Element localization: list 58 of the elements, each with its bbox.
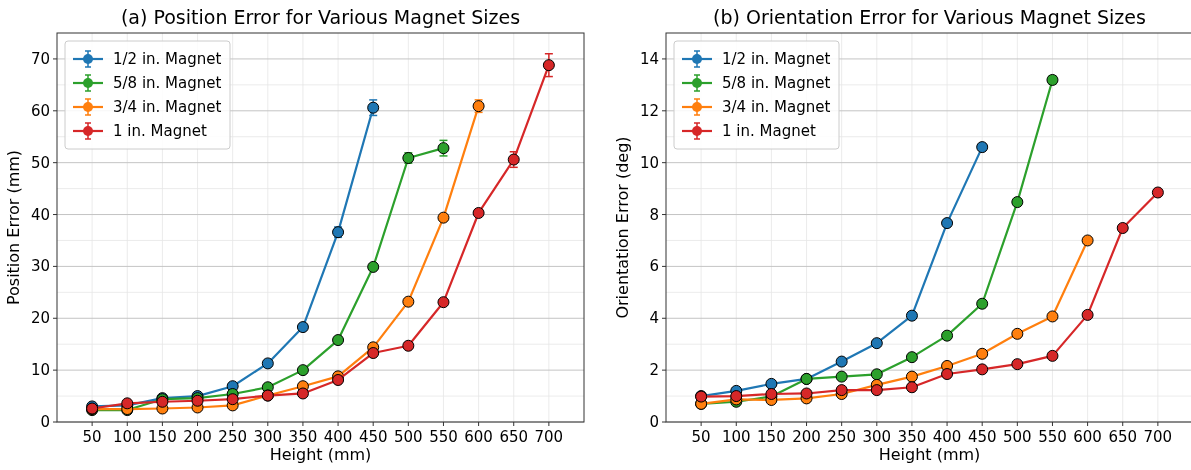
x-tick-label: 350	[897, 428, 927, 446]
x-tick-label: 250	[218, 428, 247, 446]
x-tick-label: 550	[429, 428, 458, 446]
x-tick-label: 400	[323, 428, 353, 446]
legend-label: 5/8 in. Magnet	[722, 74, 831, 92]
y-axis-title: Position Error (mm)	[4, 149, 23, 306]
legend-label: 3/4 in. Magnet	[722, 98, 831, 116]
x-tick-label: 200	[183, 428, 212, 446]
legend-label: 1/2 in. Magnet	[722, 50, 831, 68]
chart-title: (b) Orientation Error for Various Magnet Sizes	[713, 6, 1146, 28]
y-tick-label: 4	[649, 309, 659, 328]
x-tick-label: 450	[967, 428, 997, 446]
y-tick-label: 10	[30, 361, 50, 380]
x-tick-label: 50	[691, 428, 711, 446]
x-tick-label: 600	[464, 428, 493, 446]
y-tick-label: 12	[639, 101, 659, 120]
x-axis-title: Height (mm)	[269, 445, 372, 464]
y-tick-label: 14	[639, 49, 659, 68]
x-tick-label: 500	[1003, 428, 1032, 446]
legend-label: 1 in. Magnet	[113, 122, 207, 140]
x-tick-label: 700	[1143, 428, 1173, 446]
x-tick-label: 250	[827, 428, 856, 446]
x-tick-label: 300	[253, 428, 283, 446]
y-axis-title: Orientation Error (deg)	[613, 136, 632, 319]
x-tick-label: 350	[288, 428, 318, 446]
x-tick-label: 100	[721, 428, 751, 446]
x-tick-label: 650	[499, 428, 529, 446]
x-tick-label: 600	[1073, 428, 1102, 446]
y-tick-label: 0	[649, 413, 659, 431]
y-tick-label: 10	[639, 153, 659, 172]
x-tick-label: 500	[394, 428, 423, 446]
chart-title: (a) Position Error for Various Magnet Sizes	[120, 6, 521, 28]
y-tick-label: 6	[649, 257, 659, 276]
y-tick-label: 70	[30, 49, 50, 68]
x-tick-label: 400	[932, 428, 962, 446]
legend-label: 5/8 in. Magnet	[113, 74, 222, 92]
x-tick-label: 700	[534, 428, 564, 446]
x-tick-label: 100	[112, 428, 142, 446]
x-tick-label: 150	[757, 428, 786, 446]
x-tick-label: 50	[82, 428, 102, 446]
y-tick-label: 20	[30, 309, 50, 328]
y-tick-label: 50	[30, 153, 50, 172]
x-tick-label: 200	[792, 428, 821, 446]
x-tick-label: 650	[1108, 428, 1138, 446]
x-axis-title: Height (mm)	[878, 445, 981, 464]
legend-label: 3/4 in. Magnet	[113, 98, 222, 116]
y-tick-label: 60	[30, 101, 50, 120]
x-tick-label: 450	[358, 428, 388, 446]
legend-label: 1/2 in. Magnet	[113, 50, 222, 68]
legend-label: 1 in. Magnet	[722, 122, 816, 140]
y-tick-label: 30	[30, 257, 50, 276]
x-tick-label: 150	[148, 428, 177, 446]
y-tick-label: 0	[40, 413, 50, 431]
y-tick-label: 8	[649, 205, 659, 224]
y-tick-label: 40	[30, 205, 50, 224]
x-tick-label: 300	[862, 428, 892, 446]
y-tick-label: 2	[649, 361, 659, 380]
x-tick-label: 550	[1038, 428, 1067, 446]
